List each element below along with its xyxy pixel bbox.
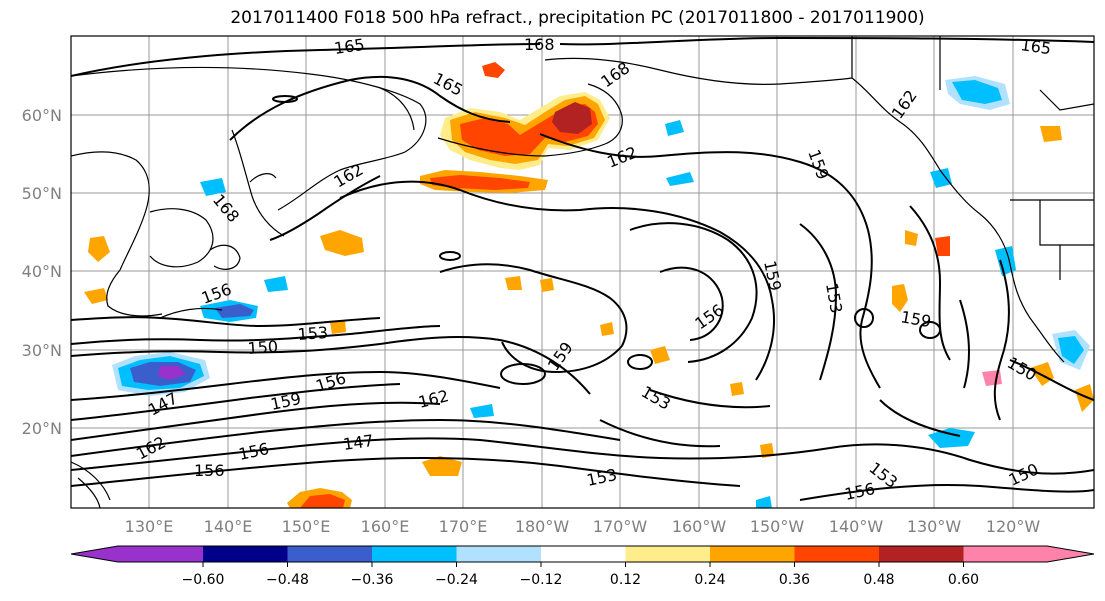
colorbar-tick-label: 0.12 (610, 572, 641, 588)
lon-label: 160°E (361, 517, 410, 536)
colorbar-segment (456, 546, 541, 562)
colorbar-segment (71, 546, 203, 562)
contour-label: 153 (297, 323, 329, 344)
contour-labels: 165 168 165 165 168 162 162 168 159 159 … (133, 35, 1052, 504)
colorbar-segment (203, 546, 288, 562)
lon-label: 150°W (750, 517, 805, 536)
lon-label: 140°E (204, 517, 253, 536)
map-border (70, 35, 1095, 509)
lon-label: 150°E (282, 517, 331, 536)
lon-label: 140°W (829, 517, 884, 536)
colorbar-segment (287, 546, 372, 562)
lat-label: 20°N (22, 419, 62, 438)
contour-label: 165 (333, 35, 366, 58)
colorbar-segment (710, 546, 795, 562)
lat-label: 30°N (22, 341, 62, 360)
colorbar: −0.60 −0.48 −0.36 −0.24 −0.12 0.12 0.24 … (70, 545, 1095, 588)
lon-label: 130°W (907, 517, 962, 536)
lat-label: 60°N (22, 106, 62, 125)
contour-label: 165 (1019, 35, 1052, 58)
colorbar-tick-label: 0.36 (779, 572, 810, 588)
lon-label: 160°W (672, 517, 727, 536)
colorbar-segment (541, 546, 626, 562)
colorbar-ticks (202, 562, 964, 567)
colorbar-segment (625, 546, 710, 562)
lon-label: 130°E (125, 517, 174, 536)
map-title: 2017011400 F018 500 hPa refract., precip… (230, 8, 925, 28)
closed-contours (272, 95, 941, 385)
lon-labels: 130°E 140°E 150°E 160°E 170°E 180°W 170°… (125, 517, 1041, 536)
colorbar-tick-label: −0.12 (520, 572, 563, 588)
lon-label: 120°W (986, 517, 1041, 536)
colorbar-tick-label: 0.24 (694, 572, 725, 588)
colorbar-outline (70, 545, 1095, 563)
colorbar-tick-label: −0.60 (182, 572, 225, 588)
lon-label: 180°W (515, 517, 570, 536)
lat-label: 40°N (22, 262, 62, 281)
contour-label: 168 (524, 35, 555, 54)
colorbar-tick-label: 0.48 (863, 572, 894, 588)
colorbar-tick-label: −0.24 (435, 572, 478, 588)
contour-label: 156 (194, 461, 225, 480)
colorbar-tick-label: −0.36 (351, 572, 394, 588)
lat-label: 50°N (22, 184, 62, 203)
colorbar-segment (879, 546, 964, 562)
colorbar-segment (372, 546, 457, 562)
colorbar-segment (963, 546, 1094, 562)
precip-positive-areas (84, 62, 1094, 508)
lon-label: 170°E (439, 517, 488, 536)
lat-labels: 60°N 50°N 40°N 30°N 20°N (22, 106, 62, 438)
colorbar-segment (794, 546, 879, 562)
contour-label: 150 (247, 337, 279, 358)
colorbar-tick-label: 0.60 (948, 572, 979, 588)
lon-label: 170°W (593, 517, 648, 536)
precip-negative-areas (112, 76, 1090, 508)
contour-label: 147 (342, 431, 375, 454)
coastlines (71, 36, 1094, 508)
colorbar-tick-label: −0.48 (266, 572, 309, 588)
contours (71, 36, 1094, 501)
